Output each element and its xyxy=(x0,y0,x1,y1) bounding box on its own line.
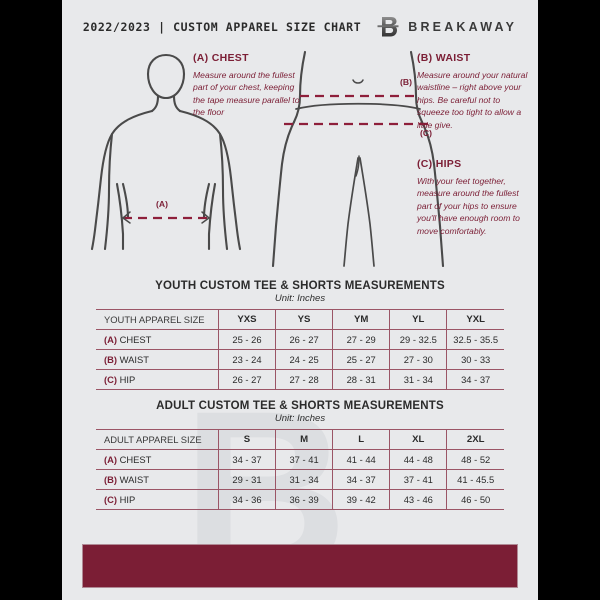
callout-waist-body: Measure around your natural waistline – … xyxy=(417,70,528,130)
adult-size-column-2xl: 2XL xyxy=(446,429,504,450)
adult-row-label-chest: (A) CHEST xyxy=(96,449,219,470)
youth-cell-hip-ys: 27 - 28 xyxy=(275,369,334,390)
brand-name: BREAKAWAY xyxy=(408,20,518,34)
youth-row-label-chest: (A) CHEST xyxy=(96,329,219,350)
callout-hips-title: (C) HIPS xyxy=(417,158,462,170)
table-row: (A) CHEST 34 - 37 37 - 41 41 - 44 44 - 48 48 … xyxy=(96,449,504,470)
adult-table-unit: Unit: Inches xyxy=(274,413,326,424)
adult-cell-waist-s: 29 - 31 xyxy=(218,469,277,490)
hips-marker-label: (C) xyxy=(420,128,432,138)
page-title: 2022/2023 | CUSTOM APPAREL SIZE CHART xyxy=(82,20,362,34)
youth-size-column-yxl: YXL xyxy=(446,309,504,330)
youth-measurements-table: YOUTH APPAREL SIZE YXS YS YM YL YXL (A) CHEST 2… xyxy=(96,309,504,390)
callout-waist-title: (B) WAIST xyxy=(417,52,471,64)
youth-cell-waist-yxl: 30 - 33 xyxy=(446,349,504,370)
adult-cell-chest-xl: 44 - 48 xyxy=(389,449,448,470)
adult-cell-hip-m: 36 - 39 xyxy=(275,489,334,510)
callout-hips-body: With your feet together, measure around … xyxy=(417,176,520,236)
youth-cell-waist-yxs: 23 - 24 xyxy=(218,349,277,370)
measurement-tag: (B) xyxy=(104,474,118,485)
adult-row-label-hip: (C) HIP xyxy=(96,489,219,510)
chest-marker-label: (A) xyxy=(156,199,168,209)
measurement-tag: (C) xyxy=(104,494,118,505)
measurement-diagram: (A) CHEST Measure around the fullest par… xyxy=(62,48,538,270)
callout-hips: (C) HIPS With your feet together, measur… xyxy=(417,158,529,237)
body-figures-illustration xyxy=(90,50,445,268)
youth-cell-hip-yxl: 34 - 37 xyxy=(446,369,504,390)
waist-marker-label: (B) xyxy=(400,77,412,87)
youth-size-column-yl: YL xyxy=(389,309,448,330)
youth-table-title: YOUTH CUSTOM TEE & SHORTS MEASUREMENTS xyxy=(155,280,445,292)
adult-cell-waist-l: 34 - 37 xyxy=(332,469,391,490)
brand-logo: BREAKAWAY xyxy=(377,15,517,39)
youth-size-column-ym: YM xyxy=(332,309,391,330)
adult-cell-hip-s: 34 - 36 xyxy=(218,489,277,510)
measurement-tag: (B) xyxy=(104,354,118,365)
callout-chest: (A) CHEST Measure around the fullest par… xyxy=(193,52,301,119)
adult-size-column-s: S xyxy=(218,429,277,450)
adult-cell-hip-2xl: 46 - 50 xyxy=(446,489,504,510)
youth-cell-waist-ys: 24 - 25 xyxy=(275,349,334,370)
youth-cell-chest-yl: 29 - 32.5 xyxy=(389,329,448,350)
breakaway-b-monogram-icon xyxy=(377,17,399,37)
youth-cell-chest-ys: 26 - 27 xyxy=(275,329,334,350)
youth-measurements-block: YOUTH CUSTOM TEE & SHORTS MEASUREMENTS U… xyxy=(62,280,538,390)
adult-measurements-table: ADULT APPAREL SIZE S M L XL 2XL (A) CHEST 34 - … xyxy=(96,429,504,510)
youth-cell-chest-ym: 27 - 29 xyxy=(332,329,391,350)
adult-row-label-waist: (B) WAIST xyxy=(96,469,219,490)
callout-waist: (B) WAIST Measure around your natural wa… xyxy=(417,52,529,131)
callout-chest-body: Measure around the fullest part of your … xyxy=(193,70,300,118)
adult-cell-waist-m: 31 - 34 xyxy=(275,469,334,490)
adult-measurements-block: ADULT CUSTOM TEE & SHORTS MEASUREMENTS U… xyxy=(62,400,538,510)
adult-table-title: ADULT CUSTOM TEE & SHORTS MEASUREMENTS xyxy=(156,400,444,412)
adult-cell-chest-2xl: 48 - 52 xyxy=(446,449,504,470)
adult-size-column-m: M xyxy=(275,429,334,450)
adult-cell-waist-2xl: 41 - 45.5 xyxy=(446,469,504,490)
measurement-tag: (A) xyxy=(104,334,118,345)
adult-cell-chest-m: 37 - 41 xyxy=(275,449,334,470)
table-row: (C) HIP 26 - 27 27 - 28 28 - 31 31 - 34 34 - … xyxy=(96,369,504,390)
adult-cell-hip-l: 39 - 42 xyxy=(332,489,391,510)
youth-cell-waist-yl: 27 - 30 xyxy=(389,349,448,370)
table-row: (A) CHEST 25 - 26 26 - 27 27 - 29 29 - 32.5 3… xyxy=(96,329,504,350)
measurement-tag: (C) xyxy=(104,374,118,385)
adult-header-row: ADULT APPAREL SIZE S M L XL 2XL xyxy=(96,429,504,450)
callout-chest-title: (A) CHEST xyxy=(193,52,249,64)
youth-cell-chest-yxs: 25 - 26 xyxy=(218,329,277,350)
adult-cell-waist-xl: 37 - 41 xyxy=(389,469,448,490)
size-chart-page: B 2022/2023 | CUSTOM APPAREL SIZE CHART … xyxy=(62,0,538,600)
adult-size-column-xl: XL xyxy=(389,429,448,450)
youth-size-header-label: YOUTH APPAREL SIZE xyxy=(96,309,219,330)
youth-row-label-hip: (C) HIP xyxy=(96,369,219,390)
table-row: (B) WAIST 29 - 31 31 - 34 34 - 37 37 - 41 41 … xyxy=(96,469,504,490)
table-row: (B) WAIST 23 - 24 24 - 25 25 - 27 27 - 30 30 … xyxy=(96,349,504,370)
youth-header-row: YOUTH APPAREL SIZE YXS YS YM YL YXL xyxy=(96,309,504,330)
youth-cell-hip-yl: 31 - 34 xyxy=(389,369,448,390)
adult-cell-chest-l: 41 - 44 xyxy=(332,449,391,470)
adult-cell-chest-s: 34 - 37 xyxy=(218,449,277,470)
youth-size-column-ys: YS xyxy=(275,309,334,330)
youth-cell-chest-yxl: 32.5 - 35.5 xyxy=(446,329,504,350)
youth-row-label-waist: (B) WAIST xyxy=(96,349,219,370)
youth-cell-hip-yxs: 26 - 27 xyxy=(218,369,277,390)
youth-cell-waist-ym: 25 - 27 xyxy=(332,349,391,370)
table-row: (C) HIP 34 - 36 36 - 39 39 - 42 43 - 46 46 - … xyxy=(96,489,504,510)
page-header: 2022/2023 | CUSTOM APPAREL SIZE CHART BR… xyxy=(62,0,538,48)
youth-table-unit: Unit: Inches xyxy=(274,293,326,304)
adult-size-column-l: L xyxy=(332,429,391,450)
youth-cell-hip-ym: 28 - 31 xyxy=(332,369,391,390)
footer-bar xyxy=(82,544,518,588)
adult-size-header-label: ADULT APPAREL SIZE xyxy=(96,429,219,450)
measurement-tag: (A) xyxy=(104,454,118,465)
adult-cell-hip-xl: 43 - 46 xyxy=(389,489,448,510)
youth-size-column-yxs: YXS xyxy=(218,309,277,330)
